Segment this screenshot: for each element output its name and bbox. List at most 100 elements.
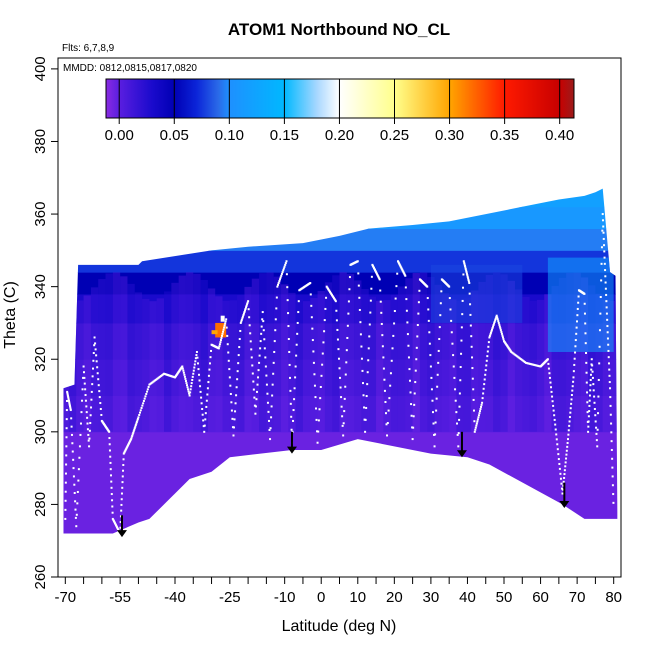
track-point: [254, 405, 257, 408]
track-point: [76, 502, 79, 505]
field-cell: [237, 295, 245, 432]
track-point: [511, 351, 514, 354]
track-point: [392, 334, 395, 337]
track-point: [149, 382, 152, 385]
track-point: [117, 528, 120, 531]
track-point: [143, 397, 146, 400]
track-point: [565, 449, 568, 452]
track-point: [110, 486, 113, 489]
track-point: [188, 392, 191, 395]
track-point: [459, 366, 462, 369]
track-point: [65, 463, 68, 466]
track-point: [83, 376, 86, 379]
track-point: [204, 418, 207, 421]
track-point: [69, 406, 72, 409]
track-point: [74, 508, 77, 511]
track-point: [588, 394, 591, 397]
y-tick-label: 320: [32, 347, 49, 372]
track-point: [192, 369, 195, 372]
x-tick-label: 10: [349, 589, 366, 606]
track-point: [289, 402, 292, 405]
track-point: [563, 476, 566, 479]
track-point: [606, 325, 609, 328]
track-point: [574, 351, 577, 354]
track-point: [282, 269, 285, 272]
track-point: [79, 433, 82, 436]
track-point: [341, 424, 344, 427]
track-point: [260, 325, 263, 328]
field-layer-1: [63, 395, 618, 433]
track-point: [292, 419, 295, 422]
track-point: [588, 399, 591, 402]
x-tick-label: 80: [605, 589, 622, 606]
track-point: [585, 361, 588, 364]
colorbar-tick-label: 0.30: [435, 127, 464, 144]
track-point: [342, 434, 345, 437]
track-point: [555, 438, 558, 441]
track-point: [384, 401, 387, 404]
track-point: [571, 389, 574, 392]
track-point: [296, 332, 299, 335]
track-point: [294, 376, 297, 379]
track-point: [477, 414, 480, 417]
track-point: [592, 389, 595, 392]
track-point: [255, 390, 258, 393]
track-point: [289, 376, 292, 379]
field-cell: [471, 290, 479, 432]
heatmap-field: [63, 188, 618, 534]
field-cell: [522, 296, 530, 432]
track-point: [597, 412, 600, 415]
track-point: [263, 347, 266, 350]
track-point: [554, 428, 557, 431]
track-point: [577, 295, 580, 298]
track-point: [265, 374, 268, 377]
track-point: [121, 481, 124, 484]
track-point: [343, 410, 346, 413]
track-point: [73, 483, 76, 486]
track-point: [431, 399, 434, 402]
track-point: [335, 319, 338, 322]
track-point: [142, 402, 145, 405]
track-point: [121, 486, 124, 489]
track-point: [224, 320, 227, 323]
track-point: [110, 474, 113, 477]
track-point: [116, 526, 119, 529]
track-point: [566, 441, 569, 444]
track-point: [70, 433, 73, 436]
track-point: [410, 403, 413, 406]
track-point: [412, 415, 415, 418]
track-point: [139, 409, 142, 412]
track-point: [399, 264, 402, 267]
track-point: [89, 422, 92, 425]
field-cell: [610, 301, 618, 432]
track-point: [329, 291, 332, 294]
track-point: [195, 354, 198, 357]
track-point: [561, 492, 564, 495]
track-point: [400, 267, 403, 270]
track-point: [361, 369, 364, 372]
field-cell: [273, 276, 282, 432]
y-axis-title: Theta (C): [2, 281, 19, 349]
track-point: [456, 422, 459, 425]
track-point: [193, 366, 196, 369]
field-layer-6: [63, 250, 618, 273]
x-tick-label: 20: [386, 589, 403, 606]
track-point: [273, 340, 276, 343]
track-point: [287, 312, 290, 315]
track-point: [243, 309, 246, 312]
field-cell: [142, 298, 150, 432]
track-point: [609, 387, 612, 390]
track-point: [116, 527, 119, 530]
track-point: [462, 260, 465, 263]
track-point: [241, 315, 244, 318]
x-axis-title: Latitude (deg N): [282, 618, 397, 635]
flights-note: Flts: 6,7,8,9: [62, 43, 115, 54]
track-point: [433, 433, 436, 436]
track-point: [412, 426, 415, 429]
track-point: [572, 370, 575, 373]
track-point: [466, 274, 469, 277]
field-cell: [412, 273, 420, 432]
track-point: [69, 407, 72, 410]
track-point: [416, 324, 419, 327]
